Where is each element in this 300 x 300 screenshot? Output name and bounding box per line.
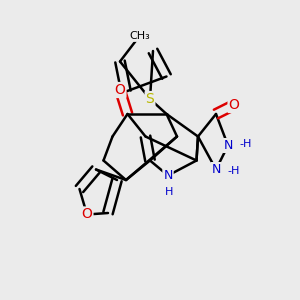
Text: -H: -H (227, 166, 240, 176)
Text: N: N (223, 139, 233, 152)
Text: S: S (146, 92, 154, 106)
Text: O: O (115, 83, 125, 97)
Text: N: N (163, 169, 173, 182)
Text: N: N (211, 163, 221, 176)
Text: O: O (229, 98, 239, 112)
Text: CH₃: CH₃ (129, 31, 150, 41)
Text: -H: -H (239, 139, 252, 149)
Text: O: O (82, 208, 92, 221)
Text: H: H (165, 187, 174, 197)
